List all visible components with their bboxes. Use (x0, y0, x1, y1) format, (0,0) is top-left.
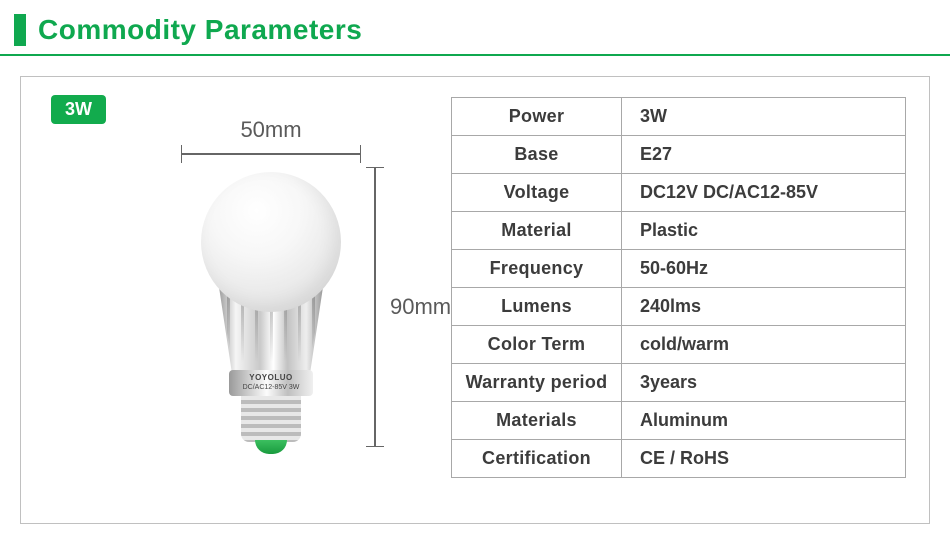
product-figure: 50mm 90mm YOYOLUO DC/AC12-85V 3W (91, 117, 471, 497)
bulb-illustration: YOYOLUO DC/AC12-85V 3W (191, 172, 351, 452)
spec-value: 3years (622, 364, 906, 402)
content-panel: 3W 50mm 90mm YOYOLUO DC/AC12-85V 3W Powe… (20, 76, 930, 524)
spec-label: Power (452, 98, 622, 136)
header-divider (0, 54, 950, 56)
table-row: MaterialPlastic (452, 212, 906, 250)
table-row: Frequency50-60Hz (452, 250, 906, 288)
spec-label: Warranty period (452, 364, 622, 402)
bulb-spec-text: DC/AC12-85V 3W (229, 383, 313, 393)
dimension-height-line (366, 167, 384, 447)
spec-value: 50-60Hz (622, 250, 906, 288)
section-header: Commodity Parameters (0, 0, 950, 54)
bulb-collar: YOYOLUO DC/AC12-85V 3W (229, 370, 313, 396)
spec-value: E27 (622, 136, 906, 174)
spec-label: Material (452, 212, 622, 250)
spec-table: Power3WBaseE27VoltageDC12V DC/AC12-85VMa… (451, 97, 906, 478)
table-row: Color Termcold/warm (452, 326, 906, 364)
spec-label: Certification (452, 440, 622, 478)
table-row: Lumens240lms (452, 288, 906, 326)
bulb-screw-base (241, 396, 301, 442)
table-row: Power3W (452, 98, 906, 136)
bulb-dome (201, 172, 341, 312)
table-row: VoltageDC12V DC/AC12-85V (452, 174, 906, 212)
spec-label: Frequency (452, 250, 622, 288)
dimension-height-label: 90mm (390, 294, 451, 320)
spec-value: cold/warm (622, 326, 906, 364)
spec-label: Materials (452, 402, 622, 440)
spec-table-body: Power3WBaseE27VoltageDC12V DC/AC12-85VMa… (452, 98, 906, 478)
table-row: CertificationCE / RoHS (452, 440, 906, 478)
header-title: Commodity Parameters (38, 14, 362, 46)
table-row: MaterialsAluminum (452, 402, 906, 440)
header-accent-bar (14, 14, 26, 46)
dimension-height: 90mm (366, 167, 456, 447)
table-row: BaseE27 (452, 136, 906, 174)
table-row: Warranty period3years (452, 364, 906, 402)
spec-value: Plastic (622, 212, 906, 250)
spec-label: Color Term (452, 326, 622, 364)
spec-value: CE / RoHS (622, 440, 906, 478)
dimension-width-line (181, 145, 361, 163)
bulb-tip (255, 440, 287, 454)
spec-value: Aluminum (622, 402, 906, 440)
dimension-width-label: 50mm (181, 117, 361, 143)
spec-value: 3W (622, 98, 906, 136)
dimension-width: 50mm (181, 117, 361, 163)
spec-value: DC12V DC/AC12-85V (622, 174, 906, 212)
spec-value: 240lms (622, 288, 906, 326)
spec-label: Voltage (452, 174, 622, 212)
spec-label: Base (452, 136, 622, 174)
spec-label: Lumens (452, 288, 622, 326)
bulb-brand-text: YOYOLUO (229, 373, 313, 383)
